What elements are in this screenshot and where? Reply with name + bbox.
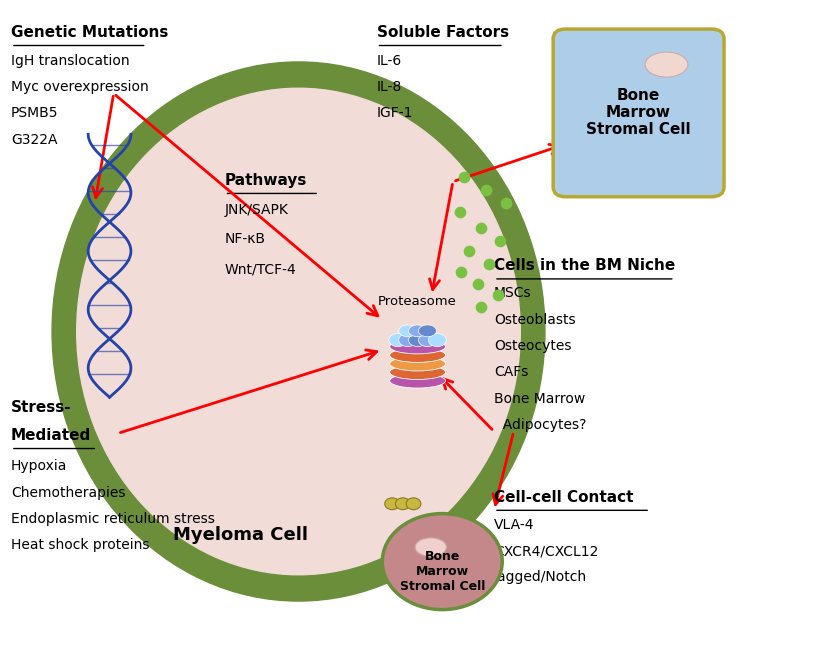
Ellipse shape (399, 325, 417, 337)
Text: Soluble Factors: Soluble Factors (376, 25, 509, 40)
Point (482, 259, 495, 270)
Text: Wnt/TCF-4: Wnt/TCF-4 (225, 262, 296, 276)
Text: MSCs: MSCs (494, 286, 532, 300)
Text: IL-8: IL-8 (376, 80, 402, 94)
Text: CAFs: CAFs (494, 365, 528, 379)
Text: CXCR4/CXCL12: CXCR4/CXCL12 (494, 544, 599, 558)
Ellipse shape (390, 339, 446, 354)
Text: PSMB5: PSMB5 (11, 106, 59, 120)
Point (479, 185, 492, 196)
Ellipse shape (418, 333, 437, 347)
Circle shape (395, 498, 410, 510)
Point (455, 267, 468, 278)
Text: Myc overexpression: Myc overexpression (11, 80, 149, 94)
Text: Heat shock proteins: Heat shock proteins (11, 538, 150, 552)
Text: Jagged/Notch: Jagged/Notch (494, 570, 587, 584)
Text: Myeloma Cell: Myeloma Cell (174, 526, 308, 544)
Text: Genetic Mutations: Genetic Mutations (11, 25, 169, 40)
Text: Mediated: Mediated (11, 428, 91, 443)
Text: Cells in the BM Niche: Cells in the BM Niche (494, 259, 676, 273)
Ellipse shape (390, 373, 446, 388)
Text: Endoplasmic reticulum stress: Endoplasmic reticulum stress (11, 512, 215, 526)
Point (493, 235, 506, 246)
Text: IgH translocation: IgH translocation (11, 54, 130, 68)
Text: Bone
Marrow
Stromal Cell: Bone Marrow Stromal Cell (399, 550, 485, 593)
Circle shape (382, 514, 502, 609)
Point (491, 290, 504, 300)
Ellipse shape (409, 333, 427, 347)
Circle shape (385, 498, 399, 510)
Ellipse shape (428, 333, 447, 347)
Text: G322A: G322A (11, 133, 58, 147)
Point (453, 207, 466, 217)
Ellipse shape (645, 52, 688, 77)
Text: Osteoblasts: Osteoblasts (494, 313, 576, 327)
Point (471, 279, 484, 290)
Ellipse shape (418, 325, 437, 337)
Ellipse shape (409, 325, 427, 337)
Text: Pathways: Pathways (225, 173, 307, 188)
Text: Hypoxia: Hypoxia (11, 459, 67, 473)
Ellipse shape (390, 348, 446, 363)
Ellipse shape (77, 88, 520, 575)
Text: Cell-cell Contact: Cell-cell Contact (494, 490, 633, 505)
Point (458, 172, 471, 182)
Ellipse shape (390, 357, 446, 371)
Text: VLA-4: VLA-4 (494, 518, 534, 532)
Text: IL-6: IL-6 (376, 54, 402, 68)
Text: Bone
Marrow
Stromal Cell: Bone Marrow Stromal Cell (586, 88, 691, 137)
Text: Stress-: Stress- (11, 400, 72, 414)
Point (474, 301, 487, 312)
Text: Proteasome: Proteasome (378, 296, 457, 308)
Text: JNK/SAPK: JNK/SAPK (225, 203, 289, 217)
Text: Bone Marrow: Bone Marrow (494, 392, 586, 406)
Ellipse shape (399, 333, 417, 347)
Ellipse shape (415, 538, 447, 556)
Point (463, 246, 476, 257)
Ellipse shape (389, 333, 407, 347)
Text: Osteocytes: Osteocytes (494, 339, 571, 353)
Text: NF-κB: NF-κB (225, 233, 265, 247)
Ellipse shape (52, 62, 545, 601)
FancyBboxPatch shape (553, 29, 724, 197)
Text: Adipocytes?: Adipocytes? (494, 418, 586, 432)
Ellipse shape (390, 365, 446, 379)
Point (474, 222, 487, 233)
Point (500, 198, 513, 209)
Text: Chemotherapies: Chemotherapies (11, 485, 126, 500)
Circle shape (406, 498, 421, 510)
Text: IGF-1: IGF-1 (376, 106, 413, 120)
